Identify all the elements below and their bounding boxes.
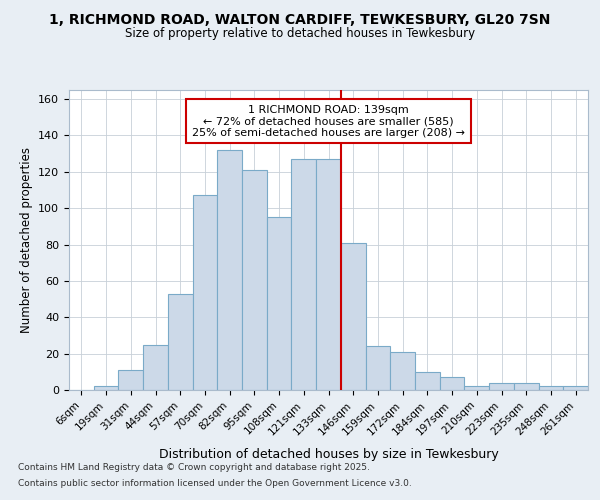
Bar (292, 159, 316, 390)
Text: 1 RICHMOND ROAD: 139sqm
← 72% of detached houses are smaller (585)
25% of semi-d: 1 RICHMOND ROAD: 139sqm ← 72% of detache… (192, 104, 465, 138)
Bar (193, 196, 217, 390)
Text: Contains public sector information licensed under the Open Government Licence v3: Contains public sector information licen… (18, 478, 412, 488)
Bar (514, 382, 539, 390)
Bar (316, 159, 341, 390)
Bar (440, 378, 464, 390)
Bar (489, 382, 514, 390)
Y-axis label: Number of detached properties: Number of detached properties (20, 147, 32, 333)
Bar (539, 386, 563, 390)
Bar (365, 346, 390, 390)
Bar (242, 170, 267, 390)
Bar (217, 150, 242, 390)
Text: Size of property relative to detached houses in Tewkesbury: Size of property relative to detached ho… (125, 28, 475, 40)
Bar (168, 294, 193, 390)
Bar (390, 352, 415, 390)
Bar (94, 386, 118, 390)
Bar (415, 372, 440, 390)
Bar (464, 386, 489, 390)
Text: 1, RICHMOND ROAD, WALTON CARDIFF, TEWKESBURY, GL20 7SN: 1, RICHMOND ROAD, WALTON CARDIFF, TEWKES… (49, 12, 551, 26)
Bar (563, 386, 588, 390)
Bar (118, 370, 143, 390)
Bar (341, 242, 365, 390)
Bar (267, 218, 292, 390)
Text: Contains HM Land Registry data © Crown copyright and database right 2025.: Contains HM Land Registry data © Crown c… (18, 464, 370, 472)
Bar (143, 344, 168, 390)
X-axis label: Distribution of detached houses by size in Tewkesbury: Distribution of detached houses by size … (158, 448, 499, 460)
